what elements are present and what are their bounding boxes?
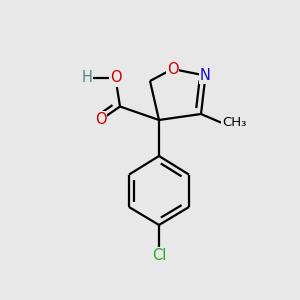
Text: Cl: Cl bbox=[152, 248, 166, 263]
Text: CH₃: CH₃ bbox=[222, 116, 246, 130]
Text: O: O bbox=[95, 112, 106, 128]
Text: H: H bbox=[81, 70, 92, 86]
Text: N: N bbox=[200, 68, 211, 83]
Text: O: O bbox=[110, 70, 121, 86]
Text: O: O bbox=[167, 61, 178, 76]
